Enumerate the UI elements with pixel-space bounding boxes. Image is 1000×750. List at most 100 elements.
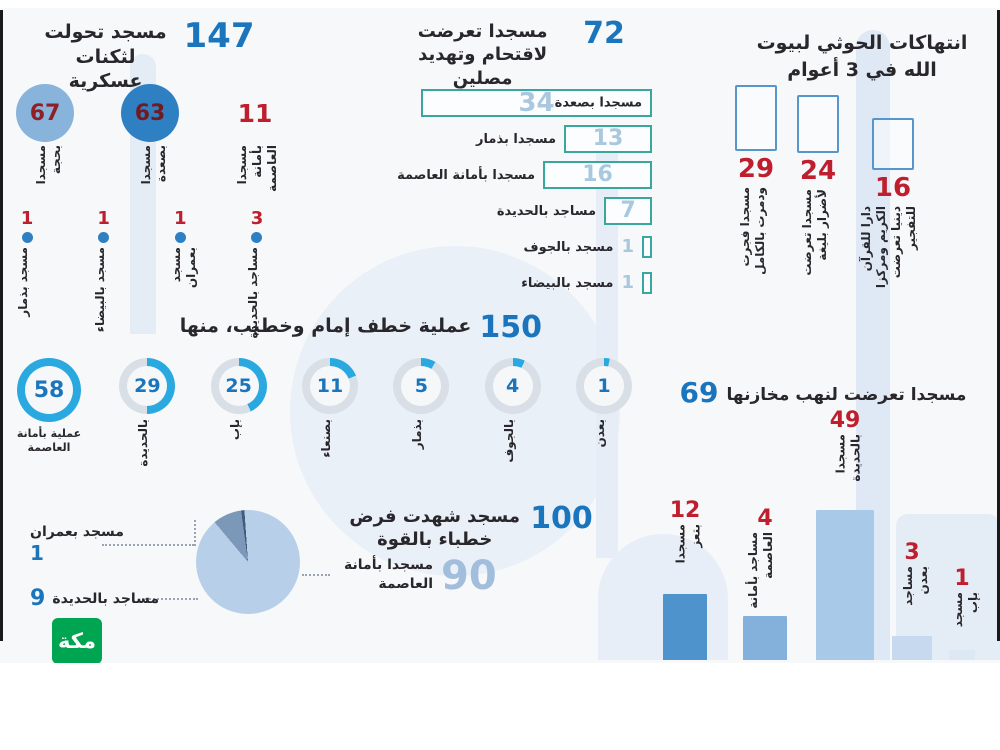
destroyed-item: 29 مسجدا فجرت ودمرت بالكامل (735, 85, 777, 300)
looted-label: مسجد بإب (951, 592, 980, 646)
looted-label: مسجدا بتعز (674, 524, 703, 590)
destroyed-pictogram-chart: 29 مسجدا فجرت ودمرت بالكامل 24 مسجدا تعرضت … (735, 85, 987, 300)
storm-bar-row: 1 مسجد بالبيضاء (402, 268, 652, 298)
looted-column-group: 3 مساجد بعدن (872, 400, 952, 660)
pie-callout-hudaydah-label: مساجد بالحديدة (52, 591, 160, 607)
barracks-minor-label-text: مسجد بذمار (16, 247, 30, 317)
kidnap-item: 29 بالحديدة (119, 358, 176, 491)
looted-value: 1 (954, 566, 970, 591)
bar-label: مسجدا بصعدة (554, 95, 642, 111)
barracks-label: مسجدا بأمانة العاصمة (235, 145, 279, 205)
donut-hole (218, 366, 259, 406)
barracks-label-text: مسجدا بأمانة العاصمة (235, 145, 279, 192)
looted-title-text: مسجدا تعرضت لنهب مخازنها (726, 385, 967, 405)
looted-section-title: 69 مسجدا تعرضت لنهب مخازنها (652, 379, 994, 407)
bar-label: مساجد بالحديدة (496, 203, 596, 219)
storm-bar: 13 (564, 125, 652, 153)
kidnapping-title-text: عملية خطف إمام وخطيب، منها (179, 315, 472, 337)
bar-value: 13 (592, 126, 624, 151)
looted-label: مسجدا بالحديدة (834, 434, 863, 506)
kidnap-label: بذمار (410, 419, 432, 491)
storm-bar-row: 13 مسجدا بذمار (402, 124, 652, 154)
bar-label: مسجدا بأمانة العاصمة (397, 167, 535, 183)
pie-callout-hudaydah: 9 مساجد بالحديدة (30, 588, 159, 610)
barracks-label-text: مسجدا بحجة (34, 145, 63, 185)
kidnapping-section-title: 150 عملية خطف إمام وخطيب، منها (158, 310, 542, 345)
donut-hole (583, 366, 624, 406)
destroyed-label: مسجدا فجرت ودمرت بالكامل (738, 187, 774, 291)
kidnap-item: 4 بالجوف (484, 358, 541, 491)
kidnap-item: 1 بعدن (575, 358, 632, 491)
storming-title-text: مسجدا تعرضت لاقتحام وتهديد مصلين (417, 21, 548, 89)
bar-value: 34 (518, 88, 555, 118)
destroyed-label-text: مسجدا فجرت ودمرت بالكامل (738, 187, 767, 275)
dot-marker (98, 232, 110, 243)
barracks-minor-label: مسجد بالبيضاء (93, 247, 115, 333)
pie-callout-amran-value: 1 (30, 541, 44, 565)
donut-chart: 29 (119, 358, 176, 414)
minaret-outline (735, 85, 777, 151)
storming-count: 72 (583, 16, 625, 51)
column-bar (949, 650, 975, 660)
storm-bar-row: 7 مساجد بالحديدة (402, 196, 652, 226)
kidnap-value: 5 (414, 375, 428, 397)
barracks-major-item: 67 مسجدا بحجة (16, 84, 74, 207)
looted-value: 49 (829, 408, 861, 433)
donut-hole (127, 366, 168, 406)
storm-bar-row: 1 مسجد بالجوف (402, 232, 652, 262)
forced-count: 100 (530, 501, 593, 536)
looted-label: مساجد بعدن (901, 566, 930, 632)
bar-value: 1 (621, 236, 634, 257)
column-label-block: 3 مساجد بعدن (901, 542, 930, 632)
storm-bar: 7 (604, 197, 652, 225)
storm-bar-row: 34 مسجدا بصعدة (402, 88, 652, 118)
kidnap-item: 5 بذمار (393, 358, 450, 491)
storming-section-title: 72 مسجدا تعرضت لاقتحام وتهديد مصلين (365, 16, 650, 90)
barracks-minor-label-text: مسجد بالبيضاء (92, 247, 107, 333)
barracks-minor-value: 3 (250, 208, 264, 229)
barracks-label-text: مسجدا بصعدة (139, 145, 168, 185)
destroyed-value: 24 (799, 156, 837, 186)
donut-hole (401, 366, 442, 406)
donut-chart: 58 (17, 358, 81, 422)
kidnap-label-text: بإب (227, 419, 242, 441)
kidnap-label: بالحديدة (136, 419, 158, 491)
kidnap-label: عملية بأمانة العاصمة (16, 427, 82, 455)
storm-bar (642, 236, 652, 258)
barracks-minor-chart: 1 مسجد بذمار 1 مسجد بالبيضاء 1 مسجد بعمران 3 مس… (16, 210, 268, 339)
looted-value: 12 (669, 498, 701, 523)
looted-column-group: 12 مسجدا بتعز (645, 400, 725, 660)
pie-callout-amran-label: مسجد بعمران (30, 524, 124, 540)
bar-label: مسجد بالجوف (523, 239, 614, 255)
looted-label-text: مسجد بإب (951, 592, 980, 628)
kidnap-item: 25 بإب (210, 358, 267, 491)
dot-marker (174, 232, 186, 243)
donut-hole (25, 366, 73, 414)
makkah-logo: مكة (52, 618, 102, 663)
barracks-label: مسجدا بصعدة (139, 145, 168, 207)
barracks-value: 63 (121, 84, 179, 142)
forced-section-title: 100 مسجد شهدت فرض خطباء بالقوة (330, 501, 610, 552)
looted-label: مساجد بأمانة العاصمة (746, 532, 784, 612)
column-bar (743, 616, 787, 660)
bar-label: مسجدا بذمار (476, 131, 556, 147)
destroyed-value: 29 (737, 154, 775, 184)
destroyed-value: 16 (874, 173, 912, 203)
column-bar (816, 510, 874, 660)
callout-connector-line (194, 520, 196, 546)
kidnap-label: بعدن (593, 419, 615, 491)
pie-callout-capital-label: مسجدا بأمانة العاصمة (344, 557, 433, 592)
barracks-minor-value: 1 (97, 208, 110, 229)
minaret-outline (797, 95, 839, 153)
barracks-major-item: 63 مسجدا بصعدة (121, 84, 179, 207)
kidnap-value: 58 (33, 377, 65, 403)
forced-title-text: مسجد شهدت فرض خطباء بالقوة (349, 506, 520, 551)
kidnap-value: 4 (506, 375, 520, 397)
kidnapping-count: 150 (479, 310, 542, 345)
barracks-minor-item: 1 مسجد بذمار (16, 210, 38, 339)
storm-bar-row: 16 مسجدا بأمانة العاصمة (397, 160, 652, 190)
looted-label-text: مسجدا بتعز (674, 524, 703, 564)
kidnap-label-text: بذمار (410, 419, 425, 450)
destroyed-label: مسجدا تعرضت لأضرار بليغة (800, 189, 836, 293)
barracks-value: 11 (237, 98, 273, 128)
